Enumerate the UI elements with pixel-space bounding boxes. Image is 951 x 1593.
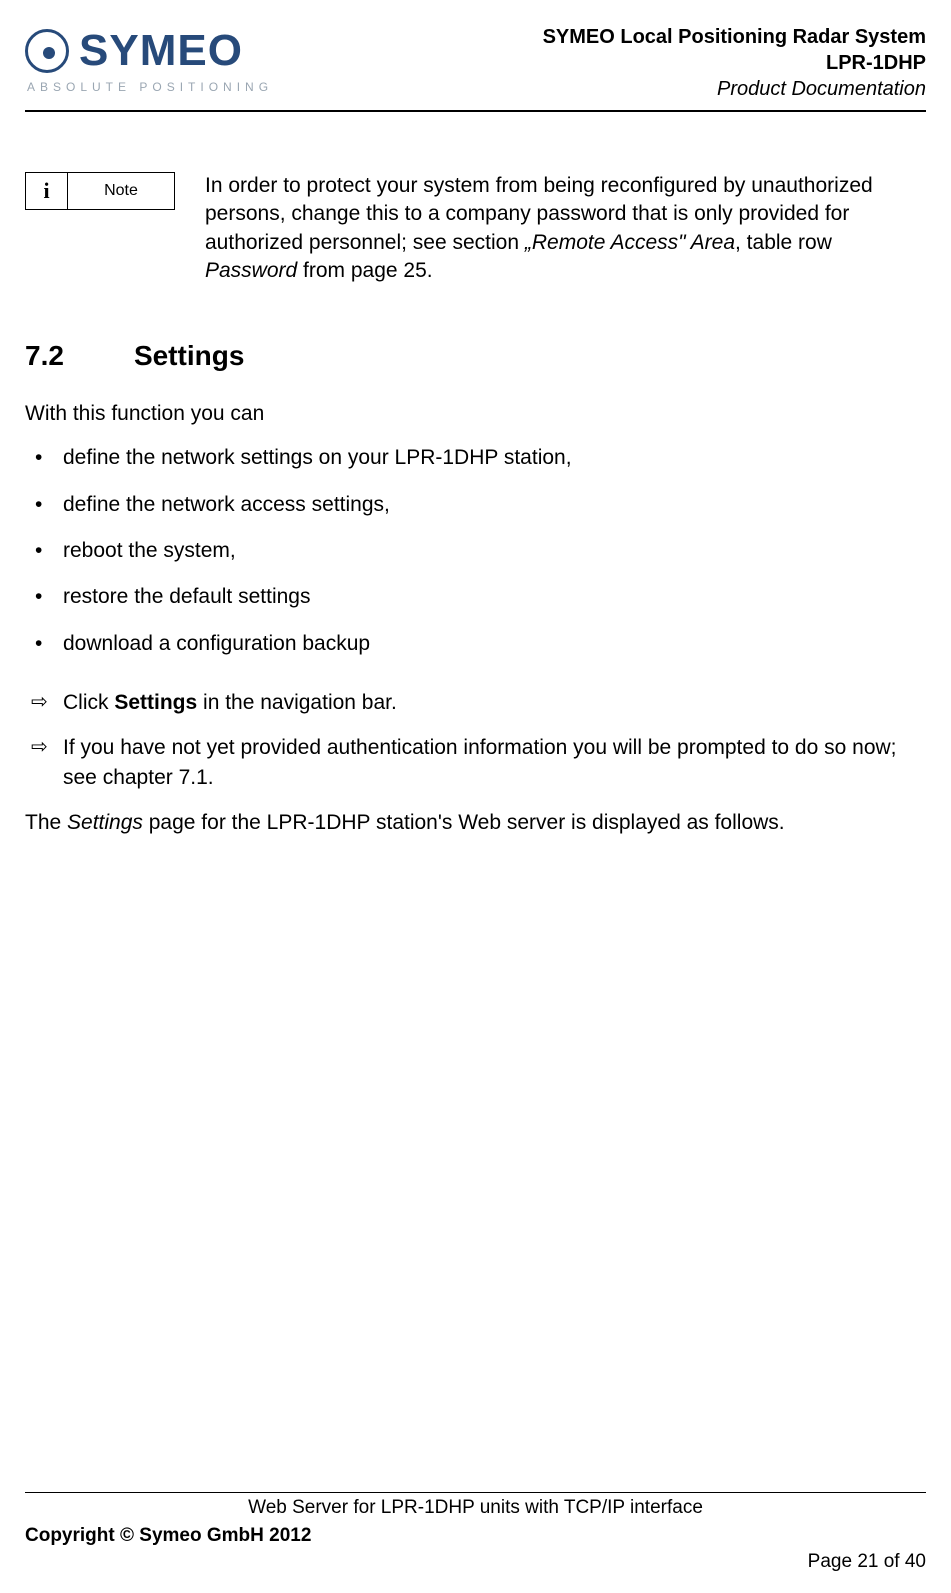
note-text-ital2: Password [205, 259, 297, 282]
page-header: SYMEO ABSOLUTE POSITIONING SYMEO Local P… [25, 20, 926, 102]
logo-block: SYMEO ABSOLUTE POSITIONING [25, 20, 273, 94]
logo-subtext: ABSOLUTE POSITIONING [27, 80, 273, 94]
note-text: In order to protect your system from bei… [205, 172, 926, 285]
section-title: Settings [134, 340, 244, 372]
closing-post: page for the LPR-1DHP station's Web serv… [143, 811, 785, 834]
header-line1: SYMEO Local Positioning Radar System [543, 24, 926, 50]
note-box: i Note [25, 172, 175, 210]
arrow1-post: in the navigation bar. [197, 691, 397, 714]
intro-line: With this function you can [25, 402, 926, 426]
note-text-mid: , table row [735, 231, 832, 254]
info-icon: i [26, 173, 68, 209]
footer-page: Page 21 of 40 [25, 1551, 926, 1573]
note-text-post: from page 25. [297, 259, 432, 282]
list-item: download a configuration backup [25, 630, 926, 658]
section-heading: 7.2 Settings [25, 340, 926, 372]
note-label: Note [68, 182, 174, 200]
arrow1-bold: Settings [114, 691, 197, 714]
logo-icon [25, 29, 69, 73]
closing-line: The Settings page for the LPR-1DHP stati… [25, 808, 926, 837]
closing-ital: Settings [67, 811, 143, 834]
bullet-list: define the network settings on your LPR-… [25, 444, 926, 658]
list-item: Click Settings in the navigation bar. [25, 688, 926, 717]
footer-copyright: Copyright © Symeo GmbH 2012 [25, 1525, 926, 1547]
page-footer: Web Server for LPR-1DHP units with TCP/I… [25, 1492, 926, 1573]
footer-center: Web Server for LPR-1DHP units with TCP/I… [25, 1497, 926, 1519]
header-line2: LPR-1DHP [543, 50, 926, 76]
logo-word: SYMEO [79, 26, 243, 76]
list-item: define the network settings on your LPR-… [25, 444, 926, 472]
header-line3: Product Documentation [543, 76, 926, 102]
note-row: i Note In order to protect your system f… [25, 172, 926, 285]
header-rule [25, 110, 926, 112]
section-number: 7.2 [25, 340, 64, 372]
header-right: SYMEO Local Positioning Radar System LPR… [543, 20, 926, 102]
arrow1-pre: Click [63, 691, 114, 714]
list-item: reboot the system, [25, 537, 926, 565]
logo-top: SYMEO [25, 26, 243, 76]
note-text-ital1: „Remote Access" Area [525, 231, 735, 254]
arrow-list: Click Settings in the navigation bar. If… [25, 688, 926, 792]
list-item: define the network access settings, [25, 491, 926, 519]
closing-pre: The [25, 811, 67, 834]
list-item: If you have not yet provided authenticat… [25, 733, 926, 792]
list-item: restore the default settings [25, 583, 926, 611]
footer-rule [25, 1492, 926, 1493]
